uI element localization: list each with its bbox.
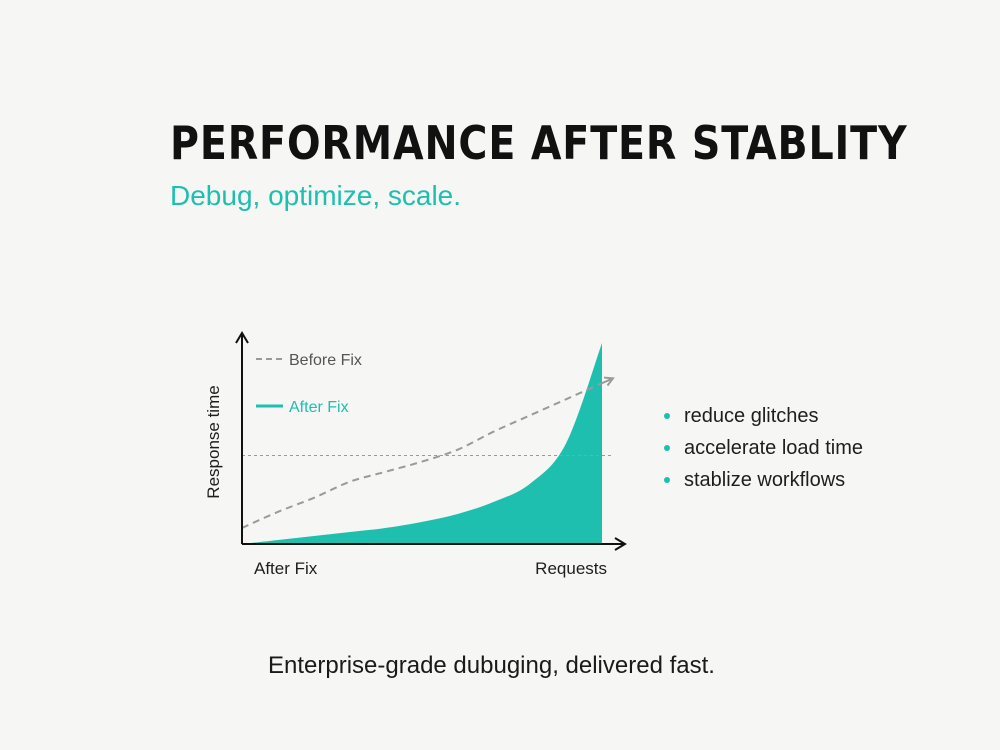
bullet-dot-icon — [664, 445, 670, 451]
before-fix-line — [241, 382, 603, 529]
feature-item-label: reduce glitches — [684, 404, 819, 427]
feature-list: reduce glitches accelerate load time sta… — [664, 400, 863, 496]
feature-item-label: accelerate load time — [684, 436, 863, 459]
page-subtitle: Debug, optimize, scale. — [170, 180, 462, 211]
x-axis-start-label: After Fix — [254, 559, 318, 578]
tagline: Enterprise-grade dubuging, delivered fas… — [268, 652, 715, 679]
x-axis-label: Requests — [535, 559, 607, 578]
x-axis-arrow — [614, 537, 627, 551]
before-fix-arrow-icon — [601, 376, 615, 387]
feature-item: accelerate load time — [664, 432, 863, 464]
legend-label-after-fix: After Fix — [289, 399, 349, 416]
y-axis-arrow — [235, 331, 249, 344]
feature-item-label: stablize workflows — [684, 468, 846, 491]
y-axis-label: Response time — [204, 385, 223, 498]
after-fix-area — [242, 343, 602, 544]
page-title: PERFORMANCE AFTER STABLITY — [170, 116, 908, 170]
legend-label-before-fix: Before Fix — [289, 352, 362, 369]
bullet-dot-icon — [664, 477, 670, 483]
feature-item: reduce glitches — [664, 400, 863, 432]
feature-item: stablize workflows — [664, 464, 863, 496]
bullet-dot-icon — [664, 413, 670, 419]
